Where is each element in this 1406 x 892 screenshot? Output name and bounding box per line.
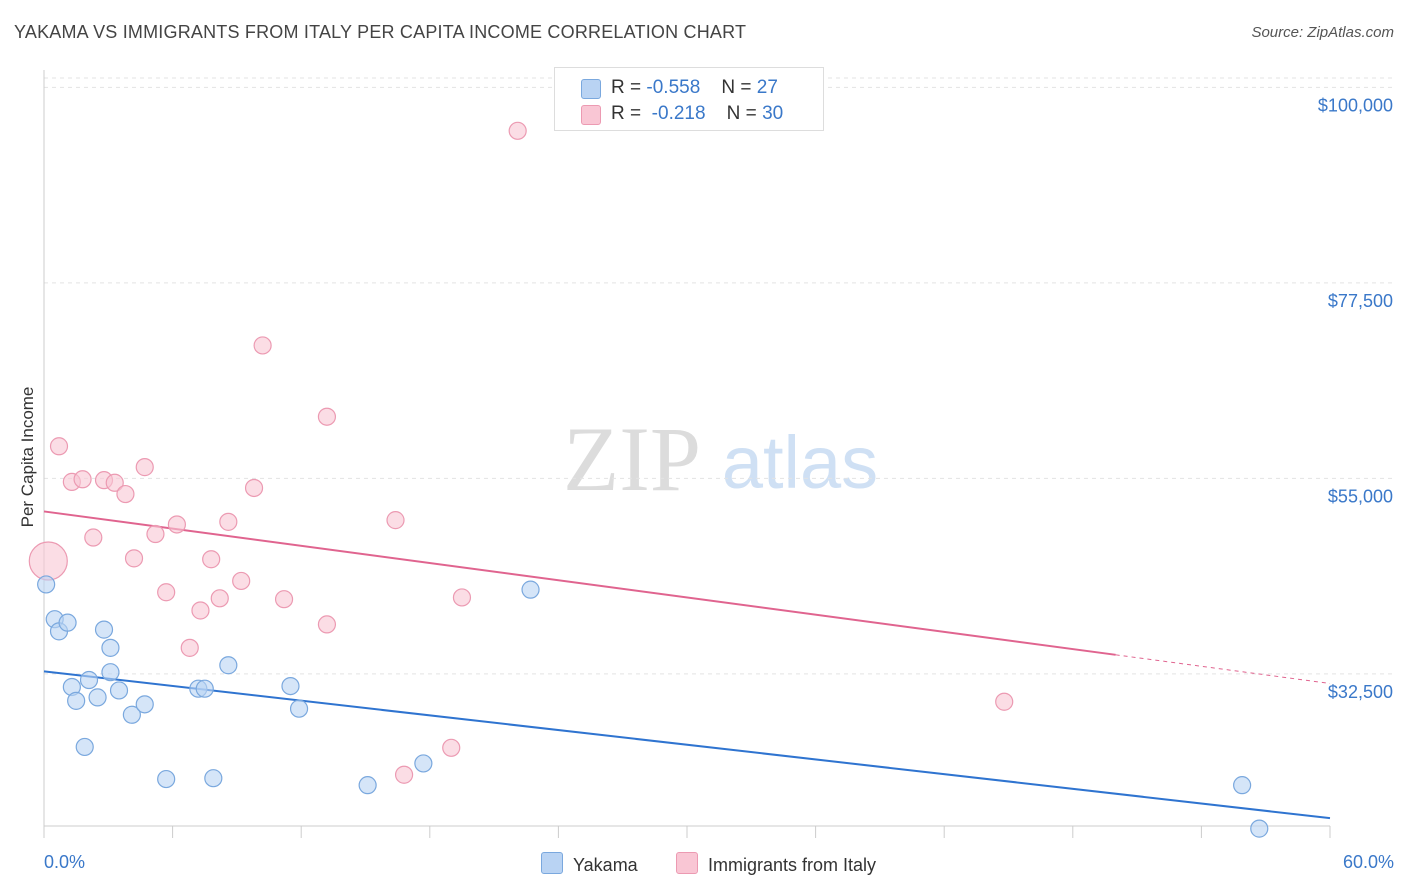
italy-point bbox=[210, 589, 229, 608]
italy-point bbox=[180, 638, 199, 657]
legend-n-value: 27 bbox=[756, 77, 778, 98]
tick-label-layer: $32,500 $55,000 $77,500 $100,000 bbox=[1318, 95, 1393, 702]
yakama-point bbox=[195, 679, 214, 698]
y-tick-label: $32,500 bbox=[1328, 682, 1393, 702]
yakama-point bbox=[157, 769, 176, 789]
legend-n-value: 30 bbox=[762, 103, 784, 124]
yakama-point bbox=[79, 670, 99, 690]
y-tick-label: $100,000 bbox=[1318, 95, 1393, 115]
y-axis-label: Per Capita Income bbox=[18, 386, 37, 528]
yakama-point bbox=[37, 575, 56, 594]
legend-r-label: R = bbox=[611, 103, 642, 124]
axis-layer bbox=[43, 70, 1331, 838]
legend-n-label: N = bbox=[721, 77, 752, 98]
legend-swatch-italy bbox=[581, 105, 601, 125]
yakama-point bbox=[414, 754, 433, 773]
yakama-point bbox=[109, 681, 129, 700]
y-tick-label: $77,500 bbox=[1328, 291, 1393, 311]
yakama-point bbox=[94, 620, 114, 639]
italy-point bbox=[508, 121, 527, 140]
watermark-zip: ZIP bbox=[563, 408, 701, 510]
yakama-point bbox=[204, 769, 223, 788]
yakama-point bbox=[67, 691, 86, 710]
yakama-point bbox=[101, 663, 120, 682]
italy-point bbox=[49, 437, 69, 456]
italy-point bbox=[84, 528, 103, 547]
y-tick-label: $55,000 bbox=[1328, 486, 1393, 506]
yakama-point bbox=[219, 656, 238, 675]
yakama-point bbox=[75, 737, 94, 757]
yakama-point bbox=[88, 688, 107, 707]
italy-point bbox=[394, 765, 414, 784]
italy-point bbox=[157, 583, 176, 602]
legend-r-label: R = bbox=[611, 77, 642, 98]
legend-swatch-yakama bbox=[581, 79, 601, 99]
trend-line-italy-extension bbox=[1115, 654, 1331, 684]
x-axis-min-label: 0.0% bbox=[44, 852, 86, 872]
source-label: Source: ZipAtlas.com bbox=[1251, 24, 1394, 41]
x-axis-max-label: 60.0% bbox=[1342, 852, 1394, 872]
italy-point bbox=[167, 515, 186, 534]
bottom-legend-italy: Immigrants from Italy bbox=[676, 852, 876, 876]
yakama-point bbox=[281, 676, 300, 696]
italy-point bbox=[105, 473, 124, 492]
italy-point bbox=[274, 590, 294, 609]
legend-n-label: N = bbox=[726, 103, 757, 124]
trend-line-yakama bbox=[43, 670, 1331, 820]
yakama-point bbox=[289, 699, 309, 718]
trend-line-italy bbox=[43, 510, 1116, 656]
italy-point bbox=[244, 478, 264, 498]
italy-point bbox=[386, 511, 405, 530]
yakama-point bbox=[358, 776, 377, 795]
italy-point bbox=[317, 615, 337, 634]
bottom-legend-label-italy: Immigrants from Italy bbox=[708, 855, 877, 875]
yakama-point bbox=[1250, 819, 1269, 838]
yakama-point bbox=[58, 613, 77, 632]
italy-point bbox=[452, 588, 472, 607]
italy-point bbox=[116, 484, 135, 504]
italy-point bbox=[232, 571, 251, 591]
point-layer bbox=[28, 121, 1269, 838]
chart-title: YAKAMA VS IMMIGRANTS FROM ITALY PER CAPI… bbox=[14, 22, 747, 42]
yakama-point bbox=[122, 705, 141, 724]
yakama-point bbox=[521, 580, 540, 599]
bottom-legend-yakama: Yakama bbox=[541, 852, 638, 876]
italy-point bbox=[317, 407, 337, 426]
yakama-point bbox=[1233, 776, 1252, 795]
bottom-legend-label-yakama: Yakama bbox=[573, 855, 638, 875]
italy-point bbox=[202, 550, 221, 569]
correlation-legend: R = -0.558 N = 27 R = -0.218 N = 30 bbox=[554, 67, 824, 131]
italy-point bbox=[124, 549, 144, 568]
legend-r-value: -0.218 bbox=[651, 103, 706, 124]
italy-point bbox=[73, 470, 92, 489]
bottom-legend-swatch-italy bbox=[676, 852, 698, 874]
trend-layer bbox=[43, 510, 1331, 820]
yakama-point bbox=[101, 638, 120, 657]
watermark-atlas: atlas bbox=[722, 421, 878, 504]
italy-point bbox=[191, 601, 210, 620]
italy-point bbox=[135, 458, 154, 477]
italy-point bbox=[253, 336, 272, 355]
bottom-legend-swatch-yakama bbox=[541, 852, 563, 874]
italy-point bbox=[146, 524, 165, 544]
italy-point bbox=[995, 692, 1014, 711]
italy-point bbox=[219, 512, 238, 531]
italy-point bbox=[28, 541, 68, 581]
yakama-point bbox=[135, 695, 154, 714]
legend-r-value: -0.558 bbox=[646, 77, 701, 98]
italy-point bbox=[442, 738, 461, 757]
